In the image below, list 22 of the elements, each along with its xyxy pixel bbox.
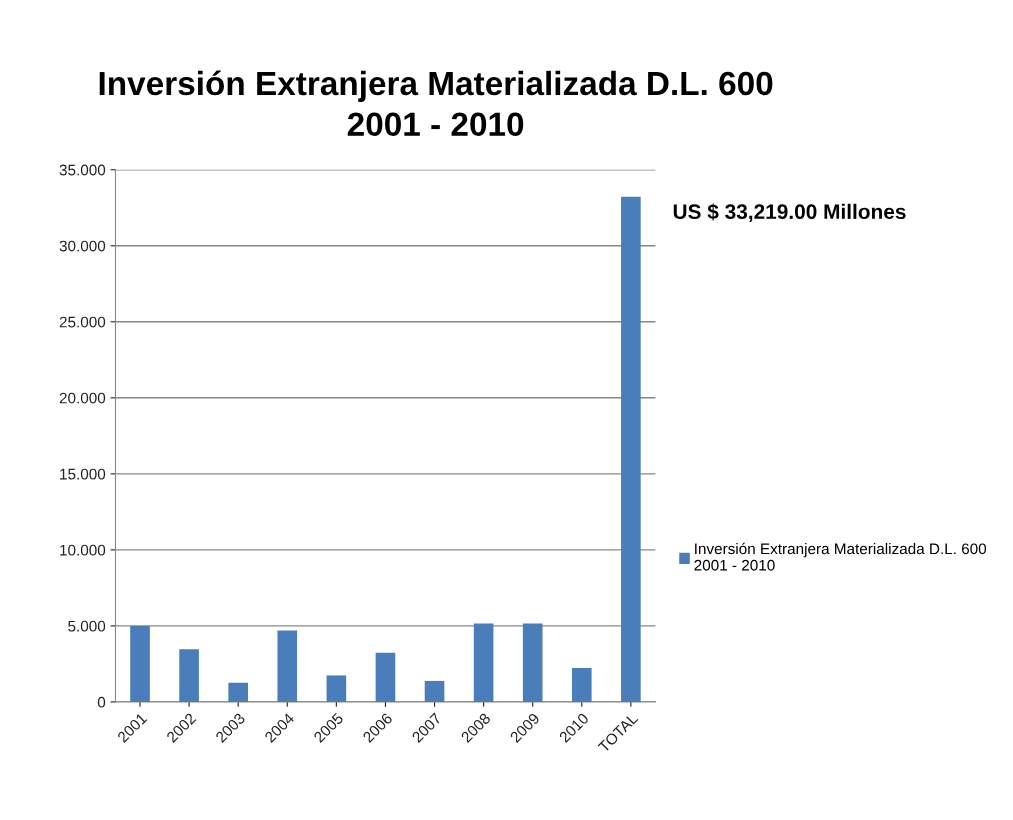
- annotation: US $ 33,219.00 Millones: [673, 203, 906, 223]
- bar: [424, 680, 445, 702]
- bar: [326, 675, 347, 702]
- bar: [375, 652, 396, 702]
- bar: [522, 623, 543, 702]
- legend-label: Inversión Extranjera Materializada D.L. 600 2001 - 2010: [694, 542, 987, 571]
- y-tick-label: 15.000: [60, 468, 106, 480]
- y-tick-label: 10.000: [60, 544, 106, 556]
- bar: [228, 682, 249, 702]
- bar: [130, 625, 150, 702]
- bar: [277, 630, 298, 702]
- y-tick-label: 25.000: [59, 316, 106, 328]
- y-tick-label: 30.000: [59, 240, 106, 252]
- bar: [621, 196, 641, 702]
- y-tick-label: 35.000: [59, 164, 106, 176]
- bar: [473, 623, 494, 702]
- chart-title: Inversión Extranjera Materializada D.L. 600 2001 - 2010: [99, 70, 773, 137]
- bar: [179, 649, 199, 702]
- y-tick-label: 20.000: [59, 392, 106, 404]
- y-tick-label: 5.000: [68, 620, 106, 632]
- bar: [571, 668, 592, 702]
- y-tick-label: 0: [97, 696, 106, 708]
